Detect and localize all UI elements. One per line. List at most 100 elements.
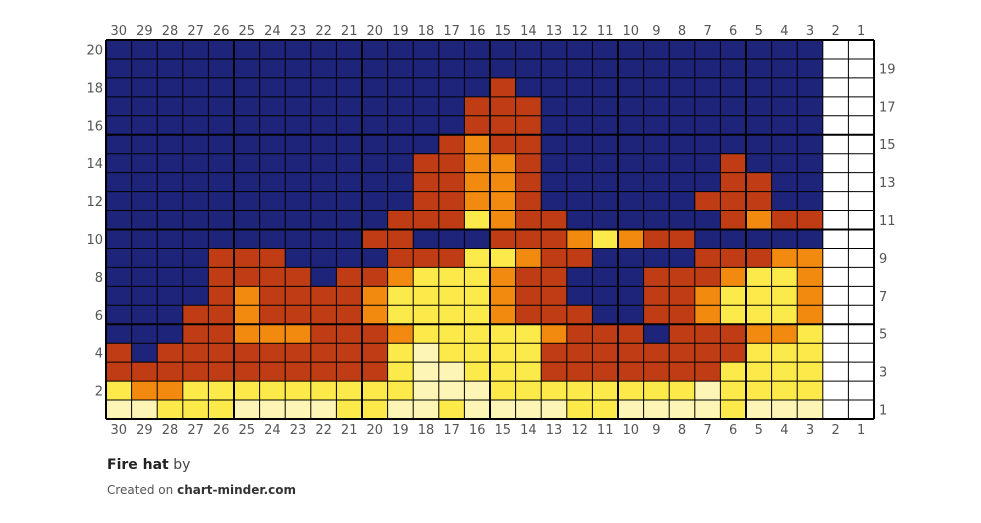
chart-cell <box>669 191 695 211</box>
column-label-bottom: 3 <box>806 423 814 438</box>
chart-cell <box>566 96 593 116</box>
chart-cell <box>592 77 618 97</box>
chart-cell <box>669 172 695 192</box>
column-label-bottom: 29 <box>136 423 153 438</box>
column-label-bottom: 27 <box>187 423 204 438</box>
chart-cell <box>746 134 772 154</box>
chart-cell <box>438 40 465 59</box>
chart-cell <box>259 153 286 173</box>
chart-cell <box>746 362 772 382</box>
chart-cell <box>592 134 618 154</box>
chart-cell <box>643 362 670 382</box>
chart-cell <box>362 362 388 382</box>
chart-cell <box>490 381 516 401</box>
chart-cell <box>541 229 567 249</box>
chart-cell <box>362 400 388 419</box>
chart-cell <box>362 58 388 78</box>
chart-cell <box>618 172 644 192</box>
chart-cell <box>208 40 234 59</box>
chart-cell <box>285 229 311 249</box>
chart-cell <box>592 305 618 325</box>
chart-cell <box>387 96 414 116</box>
chart-cell <box>848 96 874 116</box>
chart-cell <box>592 96 618 116</box>
column-label-top: 4 <box>780 24 788 39</box>
chart-cell <box>234 248 260 268</box>
chart-cell <box>822 343 849 363</box>
chart-cell <box>438 58 465 78</box>
chart-cell <box>208 381 234 401</box>
chart-cell <box>566 362 593 382</box>
chart-cell <box>106 40 132 59</box>
chart-cell <box>259 362 286 382</box>
chart-cell <box>592 362 618 382</box>
chart-cell <box>771 153 798 173</box>
chart-cell <box>413 210 439 230</box>
chart-cell <box>310 324 337 344</box>
chart-cell <box>848 324 874 344</box>
chart-cell <box>720 58 746 78</box>
chart-cell <box>131 134 158 154</box>
chart-cell <box>131 400 158 419</box>
chart-cell <box>464 210 490 230</box>
credit-site-link[interactable]: chart-minder.com <box>177 483 296 497</box>
chart-cell <box>566 229 593 249</box>
chart-cell <box>822 248 849 268</box>
chart-cell <box>720 115 746 135</box>
chart-cell <box>566 267 593 287</box>
chart-cell <box>746 172 772 192</box>
chart-cell <box>285 40 311 59</box>
chart-cell <box>515 58 542 78</box>
chart-cell <box>234 286 260 306</box>
chart-cell <box>413 191 439 211</box>
column-label-top: 21 <box>341 24 358 39</box>
chart-cell <box>438 267 465 287</box>
chart-cell <box>234 210 260 230</box>
row-label-left: 12 <box>86 195 103 210</box>
column-label-top: 6 <box>729 24 737 39</box>
column-label-bottom: 8 <box>678 423 686 438</box>
column-label-top: 3 <box>806 24 814 39</box>
row-label-left: 16 <box>86 119 103 134</box>
chart-cell <box>259 115 286 135</box>
column-label-bottom: 25 <box>239 423 256 438</box>
chart-cell <box>771 343 798 363</box>
chart-cell <box>566 343 593 363</box>
chart-cell <box>336 58 362 78</box>
chart-cell <box>515 305 542 325</box>
column-label-top: 24 <box>264 24 281 39</box>
chart-cell <box>515 248 542 268</box>
chart-cell <box>592 324 618 344</box>
column-label-top: 20 <box>367 24 384 39</box>
chart-cell <box>234 191 260 211</box>
chart-cell <box>157 96 183 116</box>
chart-cell <box>694 267 721 287</box>
chart-cell <box>694 191 721 211</box>
chart-cell <box>259 58 286 78</box>
column-label-top: 23 <box>290 24 307 39</box>
chart-cell <box>771 305 798 325</box>
chart-cell <box>771 77 798 97</box>
chart-cell <box>746 248 772 268</box>
row-label-left: 20 <box>86 43 103 58</box>
row-label-left: 14 <box>86 157 103 172</box>
chart-cell <box>464 305 490 325</box>
chart-cell <box>848 210 874 230</box>
chart-cell <box>720 267 746 287</box>
column-label-top: 8 <box>678 24 686 39</box>
chart-cell <box>234 172 260 192</box>
chart-cell <box>362 248 388 268</box>
chart-cell <box>515 324 542 344</box>
chart-cell <box>541 58 567 78</box>
chart-cell <box>336 172 362 192</box>
chart-cell <box>387 381 414 401</box>
chart-cell <box>413 248 439 268</box>
chart-cell <box>182 40 209 59</box>
chart-cell <box>336 248 362 268</box>
column-label-bottom: 13 <box>546 423 563 438</box>
chart-cell <box>310 96 337 116</box>
chart-cell <box>182 210 209 230</box>
chart-cell <box>797 248 823 268</box>
chart-cell <box>643 58 670 78</box>
chart-cell <box>106 362 132 382</box>
